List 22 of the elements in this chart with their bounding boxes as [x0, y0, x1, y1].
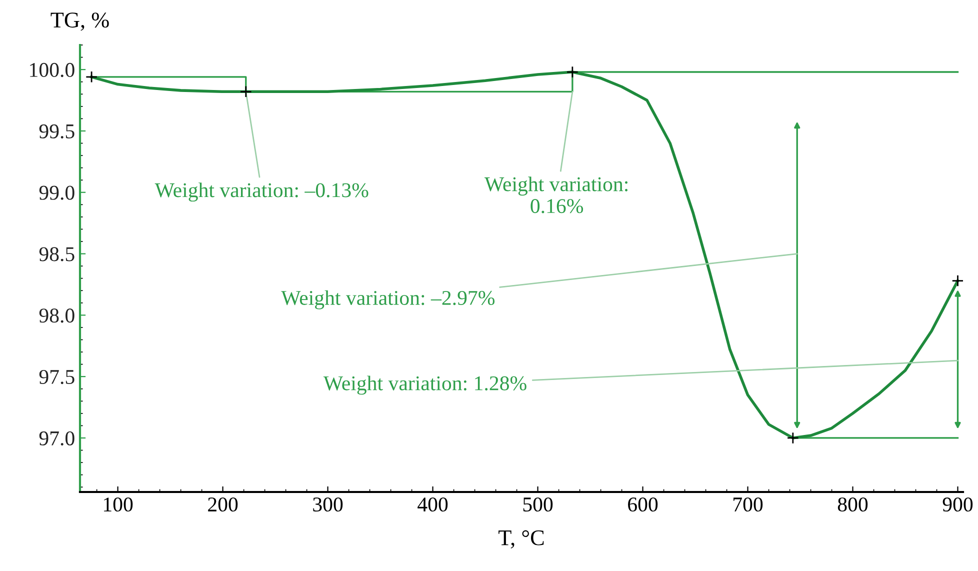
y-tick-label: 99.5	[39, 124, 74, 138]
annotation: Weight variation: 1.28%	[323, 376, 526, 395]
x-tick-label: 300	[313, 497, 343, 512]
x-tick-label: 100	[104, 497, 133, 512]
y-tick-label: 98.5	[39, 247, 74, 262]
annotation: Weight variation: –0.13%	[154, 182, 368, 202]
x-tick-label: 900	[942, 497, 973, 512]
x-tick-label: 500	[523, 497, 553, 512]
y-tick-label: 100.0	[30, 62, 74, 78]
x-tick-label: 700	[734, 497, 763, 512]
y-tick-label: 97.0	[39, 431, 74, 446]
y-tick-label: 99.0	[39, 186, 74, 200]
annotation: Weight variation: 0.16%	[484, 176, 628, 214]
y-axis-title: TG, %	[50, 12, 109, 31]
x-tick-label: 200	[208, 497, 238, 512]
x-tick-label: 800	[838, 497, 868, 512]
x-axis-title: T, °C	[498, 530, 544, 548]
y-tick-label: 98.0	[39, 308, 74, 323]
x-tick-label: 600	[628, 497, 658, 512]
x-tick-label: 400	[418, 497, 448, 512]
annotation: Weight variation: –2.97%	[281, 290, 495, 310]
y-tick-label: 97.5	[39, 370, 74, 384]
